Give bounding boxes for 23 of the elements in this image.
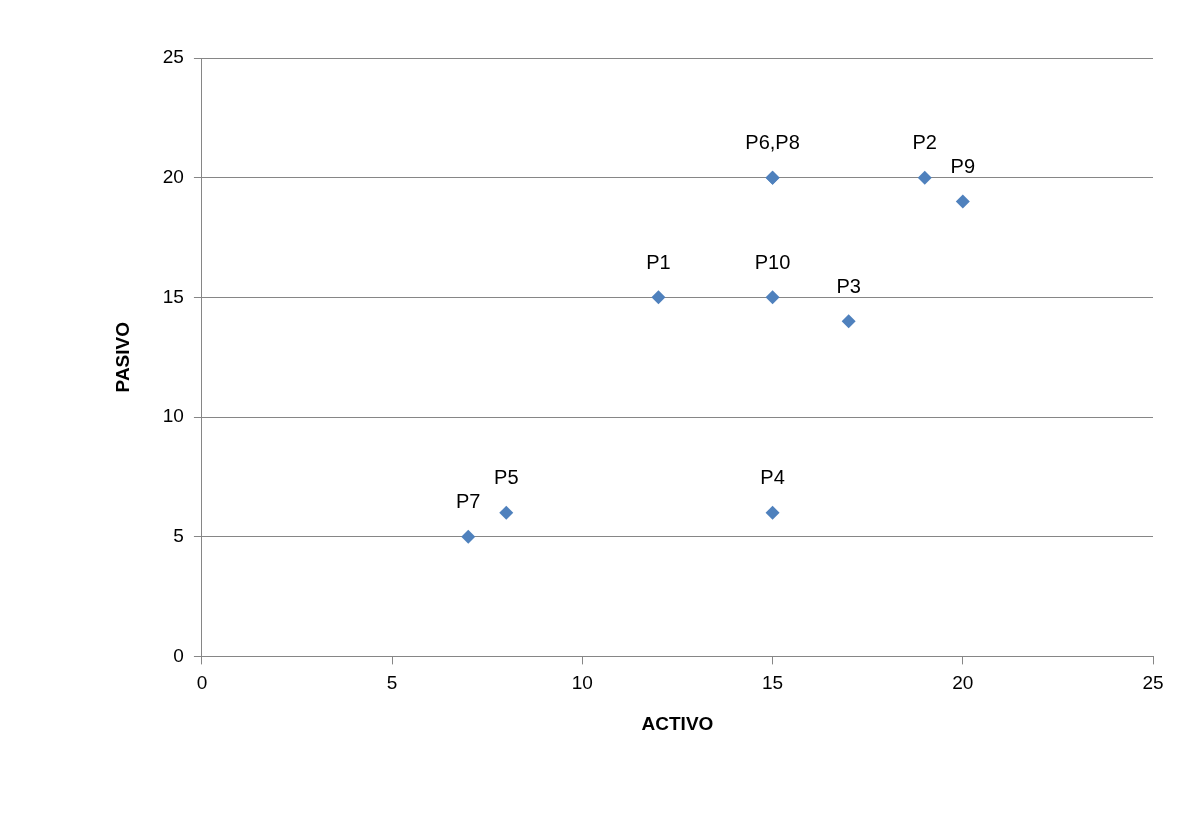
y-tick-label: 25 — [162, 46, 184, 68]
annotation: P5 — [494, 466, 519, 489]
annotation: P1 — [646, 250, 671, 273]
annotation: P2 — [912, 131, 937, 154]
annotation: P7 — [456, 490, 481, 513]
annotation: P3 — [836, 274, 861, 297]
y-axis-title: PASIVO — [111, 322, 133, 393]
x-tick-label: 15 — [762, 672, 784, 694]
annotation: P9 — [950, 155, 976, 178]
y-tick-label: 0 — [173, 644, 184, 666]
x-tick-label: 25 — [1142, 672, 1164, 694]
x-tick-label: 10 — [571, 672, 593, 694]
x-axis-title: ACTIVO — [641, 712, 714, 734]
y-tick-label: 10 — [162, 405, 184, 427]
y-tick-label: 20 — [162, 165, 184, 187]
x-tick-label: 5 — [386, 672, 398, 694]
x-tick-label: 20 — [952, 672, 974, 694]
annotation: P6,P8 — [745, 131, 800, 154]
y-tick-label: 15 — [162, 285, 184, 307]
y-tick-label: 5 — [173, 524, 184, 546]
x-tick-label: 0 — [196, 672, 208, 694]
annotation: P4 — [760, 466, 785, 489]
annotation: P10 — [754, 250, 791, 273]
